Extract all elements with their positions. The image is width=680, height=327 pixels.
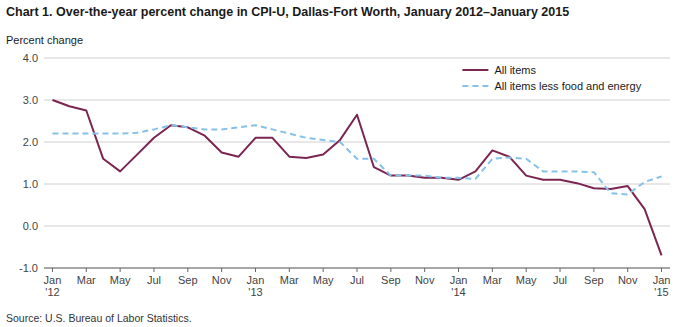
x-tick-label: Jul bbox=[147, 274, 161, 286]
y-tick-label: 0.0 bbox=[23, 220, 38, 232]
x-tick-label: Mar bbox=[77, 274, 96, 286]
x-tick-label: Jan'12 bbox=[44, 274, 62, 298]
x-tick-label: Nov bbox=[212, 274, 232, 286]
x-tick-label-line: '13 bbox=[248, 286, 262, 298]
x-tick bbox=[153, 268, 154, 272]
x-tick bbox=[289, 268, 290, 272]
x-tick-label: May bbox=[313, 274, 334, 286]
legend-label: All items less food and energy bbox=[494, 80, 641, 92]
y-tick-label: -1.0 bbox=[19, 262, 38, 274]
source: Source: U.S. Bureau of Labor Statistics. bbox=[6, 312, 192, 324]
x-tick-label-line: Jan bbox=[450, 274, 468, 286]
x-tick-label: Jan'13 bbox=[247, 274, 265, 298]
x-tick-label: Nov bbox=[415, 274, 435, 286]
legend-label: All items bbox=[494, 64, 536, 76]
x-axis: Jan'12MarMayJulSepNovJan'13MarMayJulSepN… bbox=[44, 268, 671, 298]
title: Chart 1. Over-the-year percent change in… bbox=[6, 5, 569, 19]
y-tick-label: 2.0 bbox=[23, 136, 38, 148]
x-tick-label-line: '15 bbox=[654, 286, 668, 298]
x-tick-label: May bbox=[516, 274, 537, 286]
page: {"chart_data": { "type": "line", "title"… bbox=[0, 0, 680, 327]
x-tick-label-line: Jul bbox=[147, 274, 161, 286]
x-tick bbox=[357, 268, 358, 272]
x-tick-label: Mar bbox=[280, 274, 299, 286]
legend: All items All items less food and energy bbox=[462, 64, 641, 92]
x-tick bbox=[187, 268, 188, 272]
x-tick-label-line: Mar bbox=[483, 274, 502, 286]
legend-swatch bbox=[462, 85, 488, 87]
grid-line bbox=[44, 226, 670, 227]
x-tick bbox=[458, 268, 459, 272]
y-axis: -1.0 0.0 1.0 2.0 3.0 4.0 bbox=[19, 52, 38, 274]
x-tick-label-line: Jan bbox=[247, 274, 265, 286]
x-tick bbox=[52, 268, 53, 272]
x-tick-label-line: Sep bbox=[584, 274, 604, 286]
x-tick-label: Jan'14 bbox=[450, 274, 468, 298]
x-tick bbox=[221, 268, 222, 272]
x-tick-label-line: Jul bbox=[553, 274, 567, 286]
x-tick bbox=[492, 268, 493, 272]
x-tick bbox=[255, 268, 256, 272]
x-tick bbox=[86, 268, 87, 272]
x-tick bbox=[560, 268, 561, 272]
legend-swatch bbox=[462, 69, 488, 71]
x-tick bbox=[323, 268, 324, 272]
x-tick-label: Sep bbox=[584, 274, 604, 286]
series-line bbox=[52, 125, 661, 194]
x-tick-label-line: Nov bbox=[618, 274, 638, 286]
x-tick bbox=[593, 268, 594, 272]
x-tick-label-line: '12 bbox=[45, 286, 59, 298]
x-tick-label-line: Sep bbox=[178, 274, 198, 286]
grid bbox=[44, 58, 670, 268]
x-tick-label-line: Mar bbox=[280, 274, 299, 286]
x-tick-label: Nov bbox=[618, 274, 638, 286]
y-tick-label: 1.0 bbox=[23, 178, 38, 190]
x-tick-label-line: Nov bbox=[212, 274, 232, 286]
chart: Chart 1. Over-the-year percent change in… bbox=[0, 0, 680, 327]
x-tick bbox=[627, 268, 628, 272]
x-tick-label-line: Mar bbox=[77, 274, 96, 286]
x-tick-label-line: May bbox=[110, 274, 131, 286]
x-tick-label: Sep bbox=[178, 274, 198, 286]
x-tick-label-line: Nov bbox=[415, 274, 435, 286]
x-tick bbox=[424, 268, 425, 272]
x-tick-label-line: Jan bbox=[653, 274, 671, 286]
x-tick bbox=[526, 268, 527, 272]
x-tick-label: Mar bbox=[483, 274, 502, 286]
grid-line bbox=[44, 58, 670, 59]
series-line bbox=[52, 100, 661, 255]
x-tick bbox=[661, 268, 662, 272]
y-tick-label: 4.0 bbox=[23, 52, 38, 64]
x-tick-label-line: Sep bbox=[381, 274, 401, 286]
x-tick-label-line: '14 bbox=[451, 286, 465, 298]
y-tick-label: 3.0 bbox=[23, 94, 38, 106]
x-tick-label-line: May bbox=[313, 274, 334, 286]
x-tick-label: May bbox=[110, 274, 131, 286]
x-tick-label: Jan'15 bbox=[653, 274, 671, 298]
x-tick bbox=[390, 268, 391, 272]
x-tick-label-line: May bbox=[516, 274, 537, 286]
grid-line bbox=[44, 100, 670, 101]
x-tick bbox=[120, 268, 121, 272]
x-tick-label: Jul bbox=[350, 274, 364, 286]
x-tick-label: Jul bbox=[553, 274, 567, 286]
grid-line bbox=[44, 142, 670, 143]
x-tick-label-line: Jan bbox=[44, 274, 62, 286]
x-tick-label: Sep bbox=[381, 274, 401, 286]
series-group bbox=[52, 100, 661, 255]
y-axis-label: Percent change bbox=[6, 34, 83, 46]
x-tick-label-line: Jul bbox=[350, 274, 364, 286]
